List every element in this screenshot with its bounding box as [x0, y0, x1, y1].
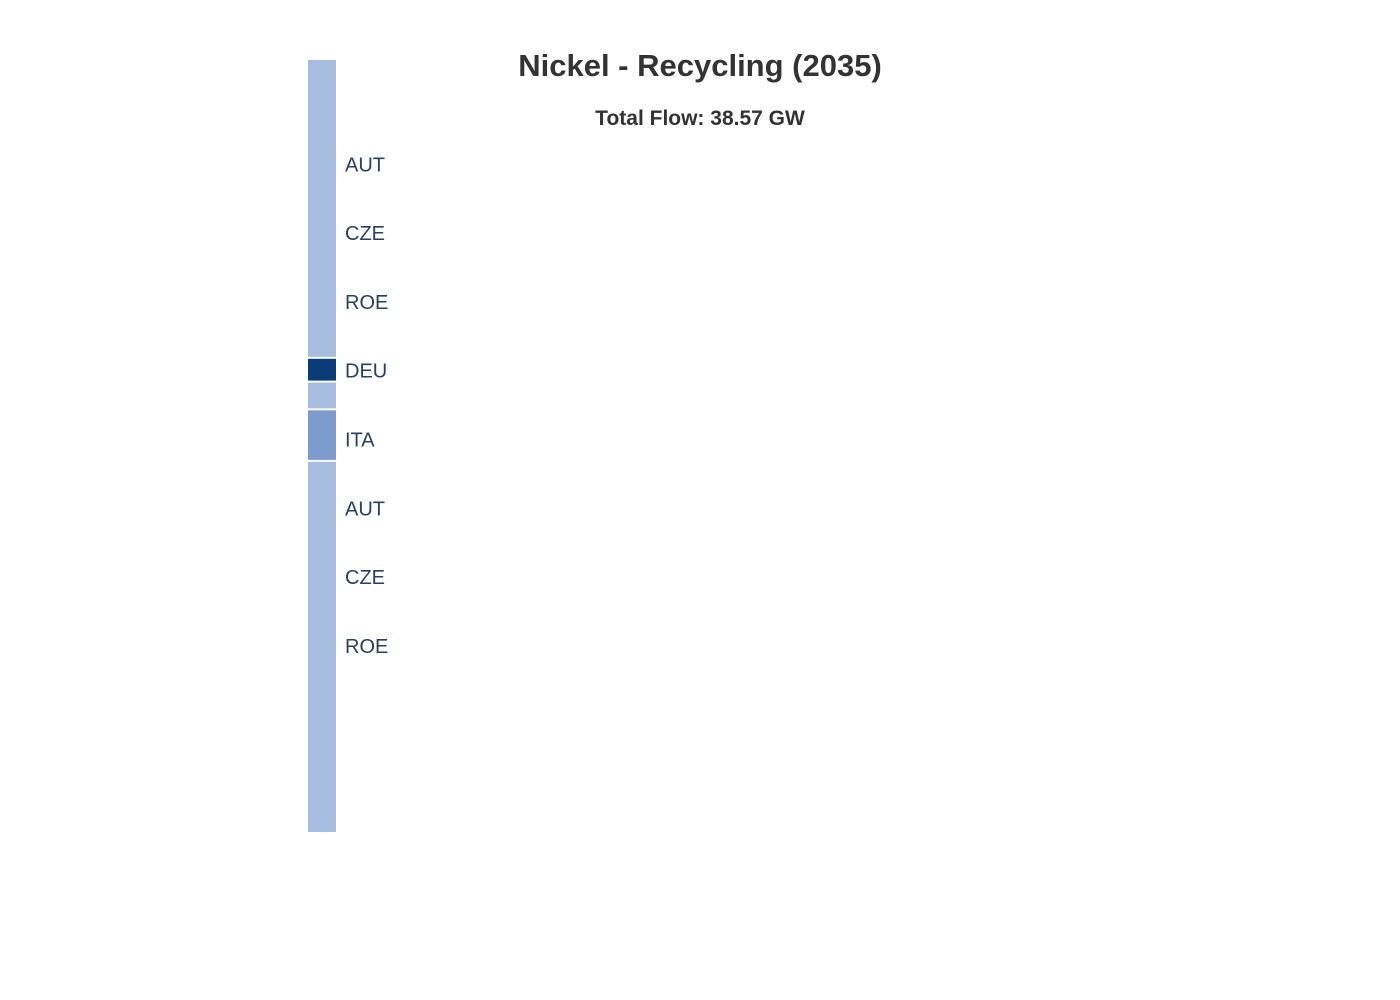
node-label-roe-2: ROE: [345, 292, 388, 314]
node-label-ita-4: ITA: [345, 429, 375, 451]
node-label-cze-1: CZE: [345, 223, 385, 245]
sankey-node-aut-4[interactable]: [308, 461, 336, 832]
node-label-deu-3: DEU: [345, 361, 387, 383]
node-label-aut-5: AUT: [345, 498, 385, 520]
sankey-node-unlabeled-2[interactable]: [308, 382, 336, 409]
node-label-aut-0: AUT: [345, 154, 385, 176]
sankey-node-aut-0[interactable]: [308, 60, 336, 357]
sankey-node-ita-3[interactable]: [308, 410, 336, 460]
sankey-node-deu-1[interactable]: [308, 358, 336, 381]
node-label-cze-6: CZE: [345, 567, 385, 589]
chart-subtitle: Total Flow: 38.57 GW: [595, 107, 805, 130]
chart-title: Nickel - Recycling (2035): [518, 48, 882, 83]
node-label-roe-7: ROE: [345, 636, 388, 658]
